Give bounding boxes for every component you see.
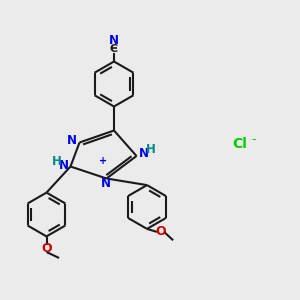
Text: N: N (139, 147, 149, 160)
Text: C: C (110, 44, 118, 55)
Text: N: N (100, 177, 111, 190)
Text: +: + (99, 155, 108, 166)
Text: N: N (109, 34, 119, 47)
Text: O: O (155, 225, 166, 239)
Text: H: H (146, 143, 156, 156)
Text: H: H (52, 154, 62, 168)
Text: N: N (67, 134, 77, 147)
Text: N: N (59, 159, 69, 172)
Text: -: - (251, 133, 256, 146)
Text: Cl: Cl (232, 137, 247, 151)
Text: O: O (41, 242, 52, 255)
